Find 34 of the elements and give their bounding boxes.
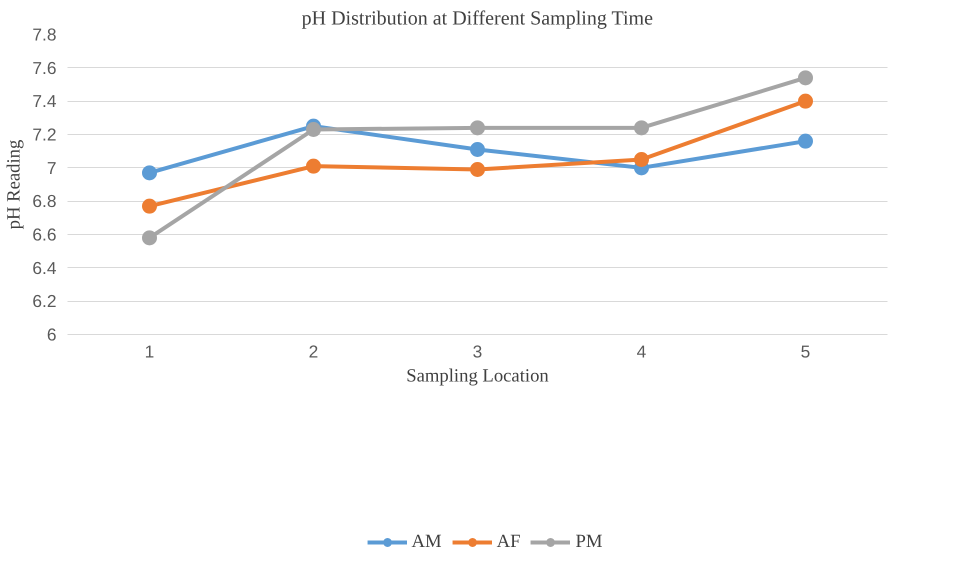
y-tick-label: 6 <box>46 324 57 344</box>
y-tick-label: 7 <box>46 158 57 178</box>
x-tick-label: 5 <box>800 342 810 362</box>
x-tick-label: 3 <box>472 342 482 362</box>
y-tick-label: 7.4 <box>32 91 57 112</box>
legend-label: AF <box>496 530 520 553</box>
point <box>306 158 321 174</box>
x-tick-label: 2 <box>308 342 318 362</box>
legend-label: AM <box>412 530 442 553</box>
y-axis-title: pH Reading <box>3 140 24 230</box>
point <box>470 162 485 177</box>
x-tick-label: 4 <box>636 342 647 362</box>
x-axis-title: Sampling Location <box>406 366 550 386</box>
point <box>142 230 157 246</box>
y-tick-label: 6.8 <box>32 191 57 212</box>
y-tick-label: 7.6 <box>32 58 57 78</box>
point <box>142 198 157 214</box>
point <box>634 152 649 167</box>
point <box>798 70 813 86</box>
point <box>798 134 813 149</box>
y-tick-label: 6.6 <box>32 224 57 244</box>
y-tick-label: 7.2 <box>32 124 57 144</box>
x-tick-label: 1 <box>144 342 154 362</box>
point <box>470 142 485 157</box>
point <box>470 120 485 136</box>
y-tick-label: 6.2 <box>32 291 57 312</box>
y-tick-label: 6.4 <box>32 258 57 278</box>
chart-title: pH Distribution at Different Sampling Time <box>302 8 654 30</box>
legend-label: PM <box>575 530 602 553</box>
point <box>798 94 813 109</box>
y-tick-label: 7.8 <box>32 24 57 44</box>
point <box>634 120 649 136</box>
point <box>306 122 321 137</box>
point <box>142 165 157 180</box>
